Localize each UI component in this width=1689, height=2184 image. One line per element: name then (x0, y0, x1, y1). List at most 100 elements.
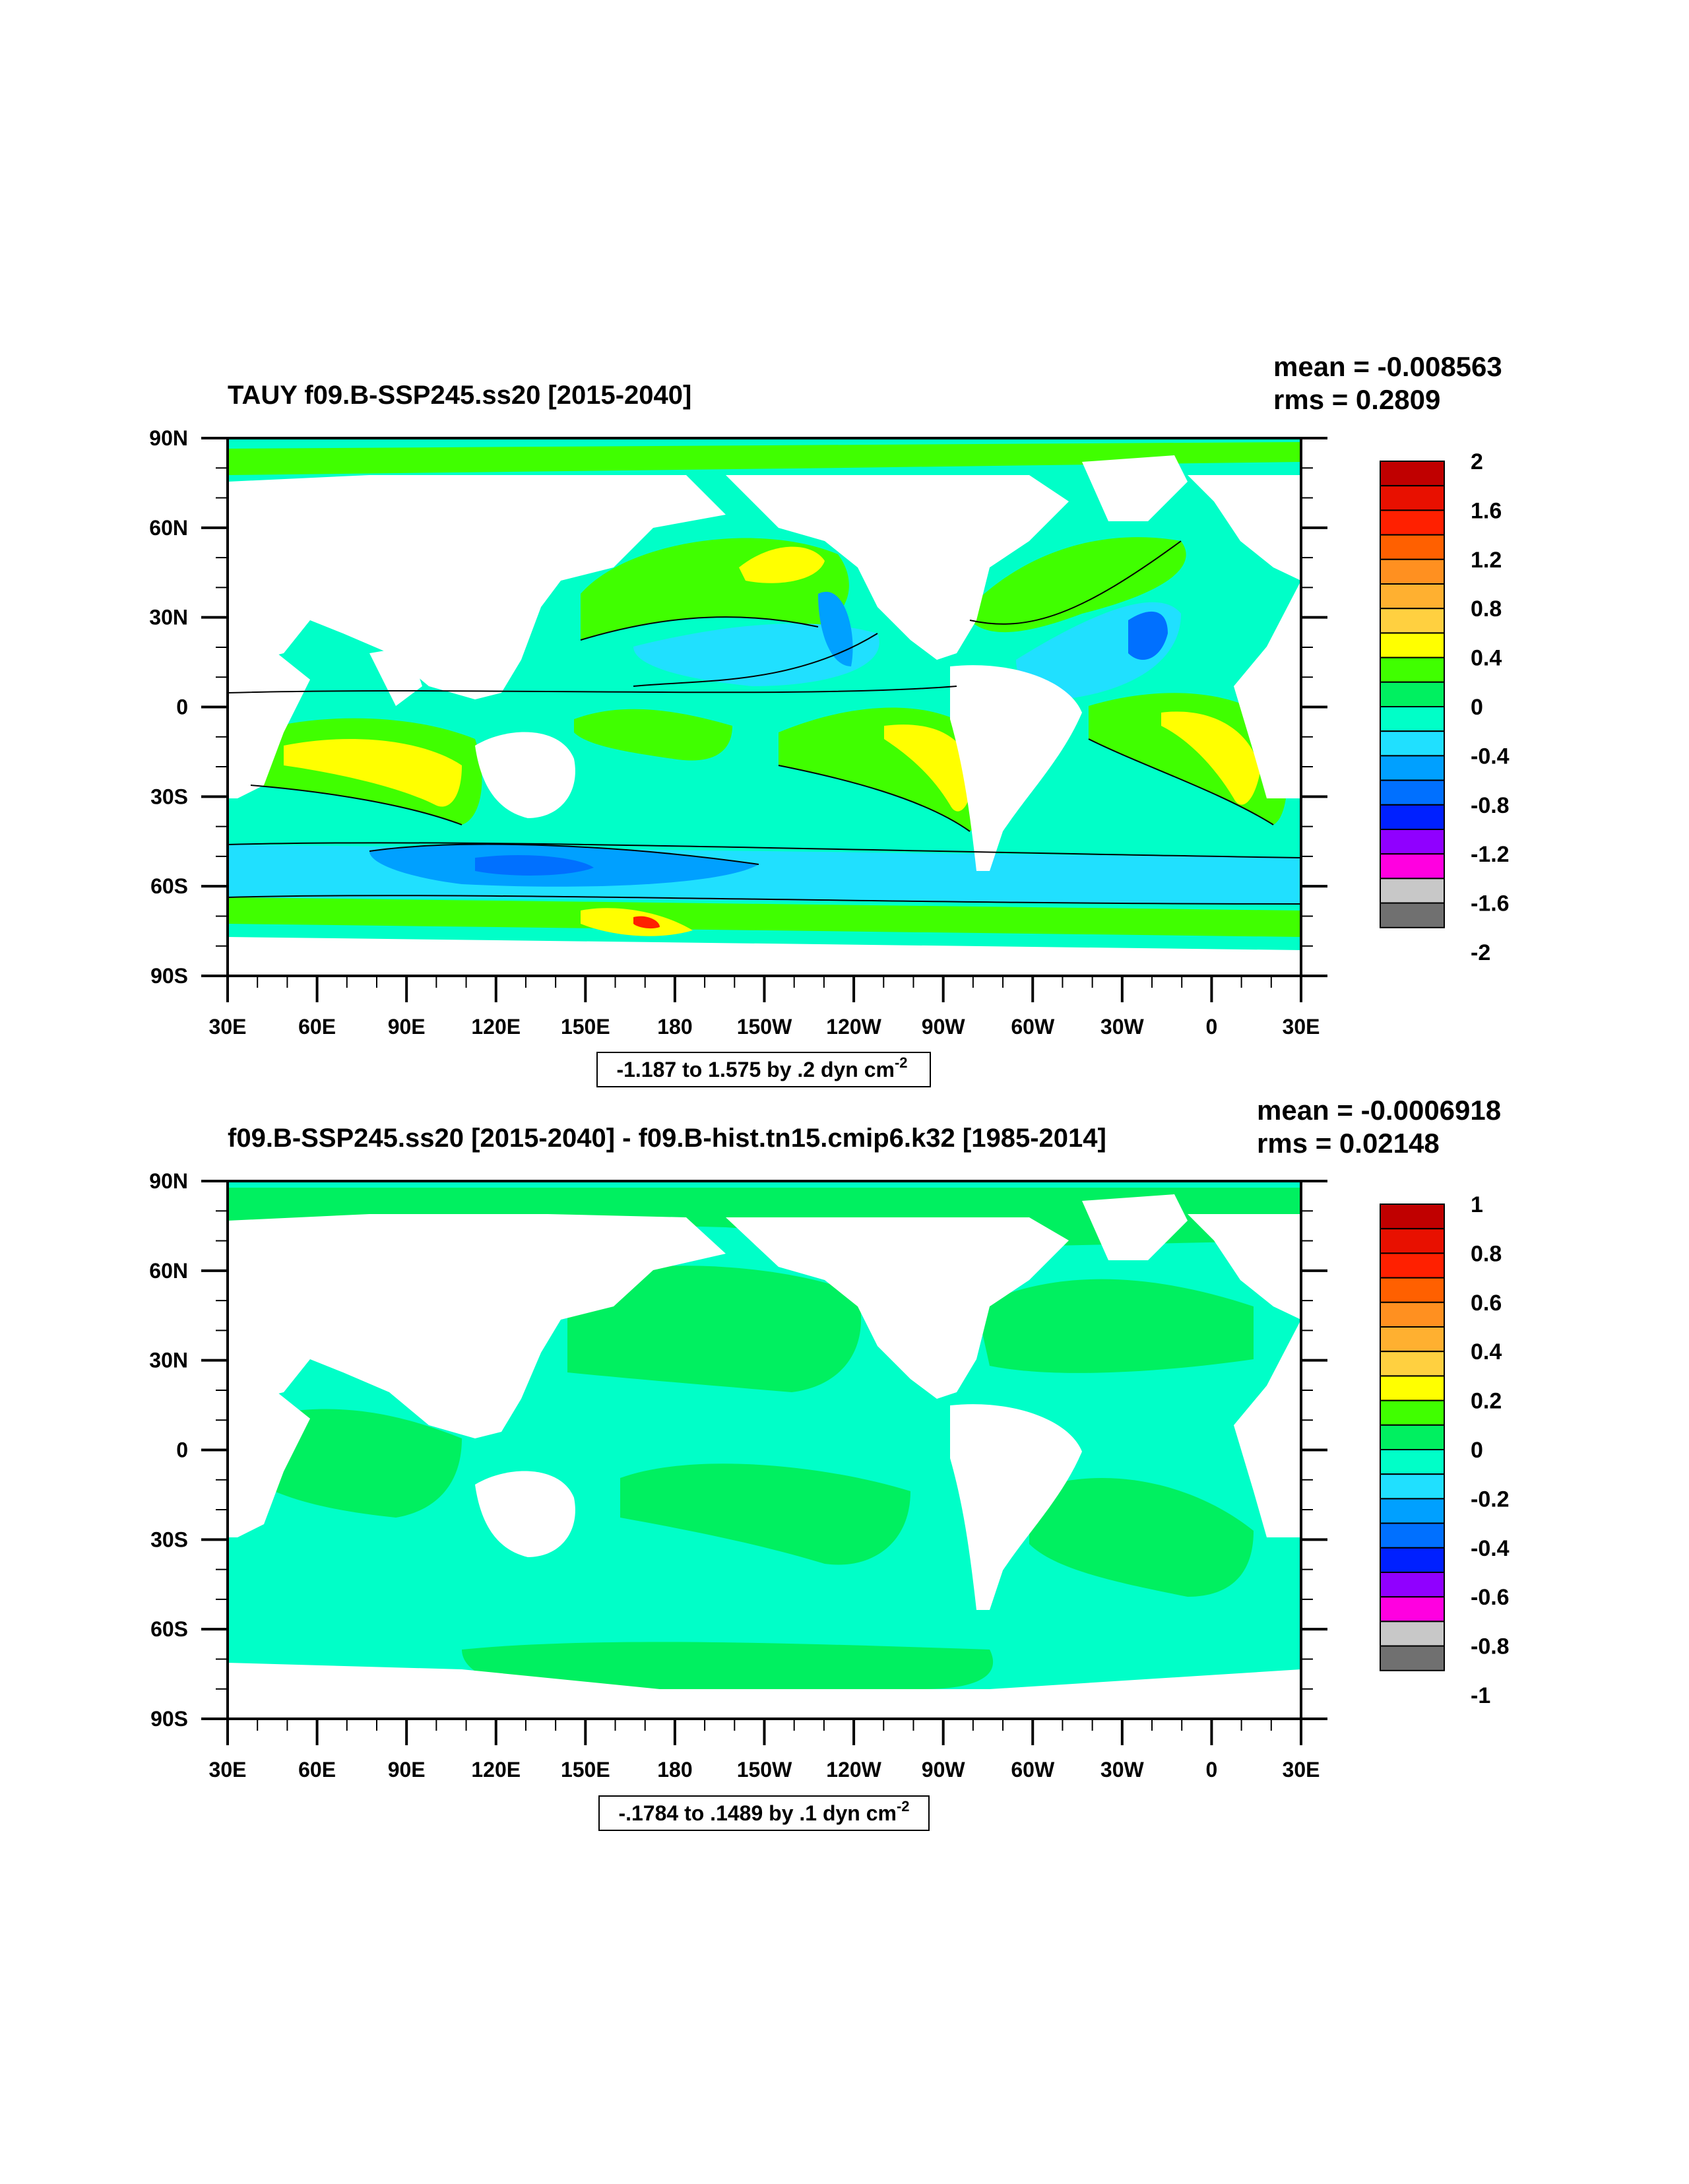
lon-label: 90E (388, 1758, 426, 1782)
panel-bottom: f09.B-SSP245.ss20 [2015-2040] - f09.B-hi… (149, 1095, 1510, 1831)
lat-label: 60N (149, 1259, 188, 1283)
contour-pacific-se-yellow (884, 724, 973, 812)
lon-label: 30E (1283, 1758, 1320, 1782)
lat-label: 30N (149, 606, 188, 629)
colorbar-box (1380, 1596, 1445, 1622)
lat-label: 60N (149, 516, 188, 540)
colorbar-box (1380, 853, 1445, 880)
lon-label: 30E (1283, 1015, 1320, 1039)
land-africa (228, 653, 310, 798)
contour-so-core (475, 854, 594, 876)
colorbar-label: 1.6 (1471, 498, 1502, 523)
panel-top-mean: mean = -0.008563 (1273, 351, 1502, 382)
colorbar-box (1380, 1301, 1445, 1328)
lat-label: 60S (150, 1617, 188, 1641)
colorbar-box (1380, 706, 1445, 732)
lat-label: 90S (150, 964, 188, 988)
lon-label: 120E (471, 1758, 521, 1782)
lon-label: 60E (298, 1758, 336, 1782)
contour-lines (228, 540, 1301, 905)
lon-label: 60E (298, 1015, 336, 1039)
lon-label: 120E (471, 1015, 521, 1039)
lon-label: 150E (561, 1758, 610, 1782)
colorbar-box (1380, 1326, 1445, 1353)
colorbar-box (1380, 681, 1445, 708)
diff-spac-green (620, 1463, 910, 1565)
contour-atlantic-se-yellow (1161, 711, 1260, 805)
lon-label: 150W (737, 1758, 792, 1782)
land-antarctica (228, 937, 1301, 976)
panel-top-axis-labels: 90N 60N 30N 0 30S 60S 90S 30E 60E 90E 120E 150E 180 1… (149, 426, 1320, 1039)
lon-label: 120W (826, 1758, 881, 1782)
contour-ross-red (633, 916, 660, 929)
lon-label: 90W (922, 1758, 966, 1782)
colorbar-label: 2 (1471, 449, 1483, 474)
colorbar-label: 0.4 (1471, 1339, 1502, 1365)
colorbar-label: 0 (1471, 1438, 1483, 1463)
diff-natl-green (976, 1279, 1254, 1373)
colorbar-box (1380, 878, 1445, 904)
land-australia (475, 732, 575, 818)
colorbar-box (1380, 1547, 1445, 1574)
colorbar-box (1380, 1252, 1445, 1279)
colorbar-box (1380, 632, 1445, 658)
colorbar-box (1380, 1645, 1445, 1671)
colorbar-box (1380, 485, 1445, 511)
contour-nh-pacific-blue (633, 624, 879, 686)
panel-top-map (228, 438, 1301, 976)
panel-bottom-colorbar: 1 0.8 0.6 0.4 0.2 0 -0.2 -0.4 -0.6 -0.8 -1 (1380, 1192, 1510, 1708)
panel-bottom-ticks (201, 1180, 1327, 1745)
colorbar-box (1380, 1375, 1445, 1401)
lon-label: 90E (388, 1015, 426, 1039)
diff-indian-green (251, 1409, 462, 1518)
panel-bottom-rms: rms = 0.02148 (1257, 1128, 1440, 1159)
colorbar-label: -1.2 (1471, 842, 1510, 867)
lat-label: 30N (149, 1349, 188, 1372)
lon-label: 180 (657, 1015, 692, 1039)
panel-bottom-range-sup: -2 (897, 1798, 910, 1815)
lon-label: 30W (1100, 1015, 1145, 1039)
lat-label: 0 (176, 1438, 188, 1462)
panel-top-range-sup: -2 (895, 1054, 908, 1071)
colorbar-box (1380, 804, 1445, 831)
colorbar-label: 0 (1471, 695, 1483, 720)
contour-canary-blue (1128, 611, 1168, 660)
contour-wpac-green (574, 709, 732, 761)
land-north-america (726, 475, 1069, 660)
land-south-america (950, 665, 1082, 871)
colorbar-label: -0.8 (1471, 1634, 1510, 1659)
diff-so-green (462, 1642, 994, 1689)
land-africa-east (1234, 581, 1301, 798)
panel-bottom-map (228, 1181, 1301, 1719)
colorbar-label: -2 (1471, 940, 1490, 965)
colorbar-label: -0.6 (1471, 1585, 1510, 1610)
colorbar-label: 0.2 (1471, 1389, 1502, 1414)
lon-label: 90W (922, 1015, 966, 1039)
panel-bottom-range-box: -.1784 to .1489 by .1 dyn cm-2 (598, 1795, 930, 1831)
land-mask-b (228, 1194, 1301, 1719)
panel-top-range-box: -1.187 to 1.575 by .2 dyn cm-2 (596, 1052, 931, 1087)
colorbar-label: 0.8 (1471, 1241, 1502, 1266)
colorbar-label: -1 (1471, 1683, 1490, 1708)
panel-top-range: -1.187 to 1.575 by .2 dyn cm (616, 1058, 895, 1081)
panel-top-rms: rms = 0.2809 (1273, 384, 1440, 415)
contour-indian-yellow (284, 739, 462, 807)
land-europe (1188, 475, 1301, 581)
panel-top-colorbar: 2 1.6 1.2 0.8 0.4 0 -0.4 -0.8 -1.2 -1.6 -2 (1380, 449, 1510, 965)
lon-label: 0 (1206, 1758, 1218, 1782)
svg-text:-.1784 to .1489 by .1 dyn cm-2: -.1784 to .1489 by .1 dyn cm-2 (618, 1798, 909, 1825)
colorbar-label: 0.4 (1471, 646, 1502, 671)
contour-california-blue (818, 591, 853, 666)
lon-label: 60W (1011, 1758, 1055, 1782)
colorbar-box (1380, 755, 1445, 781)
contour-antarctic-green (228, 897, 1301, 937)
diff-npac-green (567, 1266, 862, 1392)
contour-arctic-green (228, 442, 1301, 475)
colorbar-box (1380, 558, 1445, 585)
lon-label: 150E (561, 1015, 610, 1039)
panel-bottom-range: -.1784 to .1489 by .1 dyn cm (618, 1801, 897, 1825)
diff-satl-green (1029, 1478, 1254, 1597)
lat-label: 60S (150, 874, 188, 898)
colorbar-box (1380, 461, 1445, 487)
